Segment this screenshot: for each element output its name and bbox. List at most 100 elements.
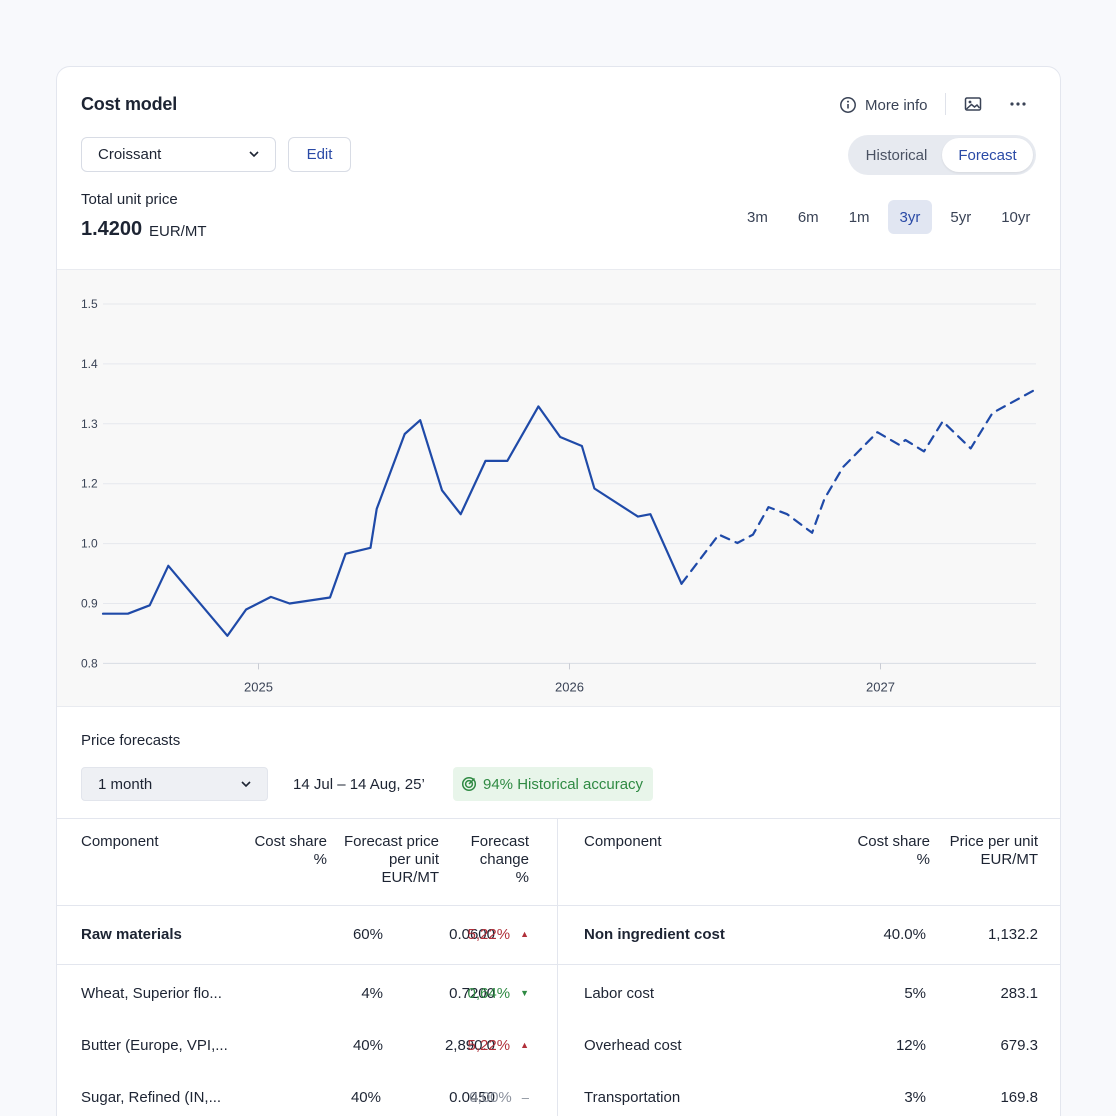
- y-tick-label: 1.4: [81, 357, 98, 371]
- header-forecast-price: Forecast price per unit EUR/MT: [344, 833, 439, 887]
- cell-price: 0.7200: [449, 985, 495, 1002]
- cell-share: 3%: [904, 1089, 926, 1106]
- trend-flat-icon: –: [521, 1090, 529, 1105]
- chevron-down-icon: [249, 151, 259, 158]
- header-component: Component: [584, 833, 662, 850]
- x-tick-label: 2026: [555, 679, 584, 694]
- trend-up-icon: ▲: [520, 929, 529, 939]
- cell-price: 0.0600: [449, 926, 495, 943]
- image-icon: [964, 97, 982, 111]
- more-options-button[interactable]: [1007, 93, 1029, 115]
- cell-share: 40%: [350, 1089, 381, 1106]
- header-price-per-unit: Price per unit EUR/MT: [950, 833, 1038, 869]
- y-tick-label: 1.2: [81, 477, 98, 491]
- table-row[interactable]: Raw materials 60% 0.0600 5,22% ▲: [57, 906, 557, 965]
- more-info-button[interactable]: More info: [839, 94, 928, 116]
- historical-series-line: [101, 405, 683, 637]
- header-cost-share: Cost share %: [254, 833, 327, 869]
- table-row[interactable]: Non ingredient cost 40.0% 1,132.2: [558, 906, 1060, 965]
- cell-component: Raw materials: [81, 926, 182, 943]
- tab-historical[interactable]: Historical: [865, 146, 928, 164]
- chevron-down-icon: [241, 781, 251, 788]
- accuracy-label: 94% Historical accuracy: [483, 775, 644, 793]
- total-unit-price-label: Total unit price: [81, 191, 178, 208]
- y-tick-label: 1.0: [81, 537, 98, 551]
- table-row[interactable]: Butter (Europe, VPI,... 40% 2,890.0 5,22…: [57, 1021, 557, 1073]
- header-forecast-change: Forecast change %: [471, 833, 529, 887]
- cell-price: 169.8: [1000, 1089, 1038, 1106]
- range-3m[interactable]: 3m: [747, 208, 768, 226]
- table-row[interactable]: Wheat, Superior flo... 4% 0.7200 0,64% ▼: [57, 969, 557, 1021]
- header-forecast-price-unit: EUR/MT: [381, 869, 440, 886]
- cell-component: Butter (Europe, VPI,...: [81, 1037, 228, 1054]
- cell-change-value: 0,00%: [469, 1089, 512, 1106]
- ellipsis-icon: [1010, 102, 1026, 106]
- y-tick-label: 0.9: [81, 597, 98, 611]
- header-forecast-change-line1: Forecast: [470, 833, 529, 850]
- cell-change: 0,64% ▼: [468, 985, 529, 1002]
- trend-up-icon: ▲: [520, 1040, 529, 1050]
- range-3yr[interactable]: 3yr: [887, 200, 933, 234]
- tables-divider: [57, 818, 1060, 819]
- table-vertical-divider: [557, 818, 558, 1116]
- cell-share: 12%: [895, 1037, 926, 1054]
- cell-price: 283.1: [1000, 985, 1038, 1002]
- price-chart: 1.5 1.4 1.3 1.2 1.0 0.9 0.8 2025 2026 2027: [57, 269, 1060, 707]
- ingredient-forecast-table: Component Cost share % Forecast price pe…: [57, 819, 557, 1116]
- table-header: Component Cost share % Forecast price pe…: [57, 819, 557, 906]
- price-forecasts-title: Price forecasts: [81, 732, 181, 749]
- header-cost-share-label: Cost share: [857, 833, 930, 850]
- header-forecast-change-line2: change: [479, 851, 529, 868]
- range-10yr[interactable]: 10yr: [1001, 208, 1031, 226]
- cell-component: Wheat, Superior flo...: [81, 985, 222, 1002]
- cell-change: 5,22% ▲: [468, 1037, 529, 1054]
- tab-forecast[interactable]: Forecast: [942, 138, 1033, 172]
- cell-share: 40%: [352, 1037, 383, 1054]
- more-info-label: More info: [865, 96, 928, 114]
- cell-share: 40.0%: [883, 926, 926, 943]
- period-select[interactable]: 1 month: [81, 767, 268, 801]
- cell-share: 4%: [361, 985, 383, 1002]
- accuracy-badge: 94% Historical accuracy: [453, 767, 654, 801]
- cost-model-card: Cost model More info Croissant Edit Hist…: [56, 66, 1061, 1116]
- cell-price: 1,132.2: [987, 926, 1038, 943]
- table-row[interactable]: Labor cost 5% 283.1: [558, 969, 1060, 1021]
- table-row[interactable]: Sugar, Refined (IN,... 40% 0.0450 0,00% –: [57, 1073, 557, 1116]
- range-selector: 3m 6m 1m 3yr 5yr 10yr: [735, 200, 1042, 234]
- table-header: Component Cost share % Price per unit EU…: [558, 819, 1060, 906]
- target-icon: [461, 776, 477, 792]
- cell-share: 5%: [904, 985, 926, 1002]
- total-unit-price-unit: EUR/MT: [149, 223, 207, 240]
- cell-change: 0,00% –: [469, 1089, 529, 1106]
- cell-price: 0.0450: [449, 1089, 495, 1106]
- table-row[interactable]: Transportation 3% 169.8: [558, 1073, 1060, 1116]
- cell-price: 679.3: [1000, 1037, 1038, 1054]
- table-row[interactable]: Overhead cost 12% 679.3: [558, 1021, 1060, 1073]
- header-forecast-price-line1: Forecast price: [343, 833, 439, 850]
- header-cost-share-unit: %: [916, 851, 930, 868]
- period-select-value: 1 month: [98, 775, 153, 793]
- header-cost-share-unit: %: [313, 851, 327, 868]
- header-cost-share-label: Cost share: [254, 833, 327, 850]
- header-forecast-change-unit: %: [515, 869, 529, 886]
- trend-down-icon: ▼: [520, 988, 529, 998]
- edit-button[interactable]: Edit: [288, 137, 351, 172]
- cell-share: 60%: [352, 926, 383, 943]
- range-1m[interactable]: 1m: [848, 208, 870, 226]
- cell-component: Non ingredient cost: [584, 926, 725, 943]
- y-tick-label: 0.8: [81, 656, 98, 670]
- image-export-button[interactable]: [962, 93, 984, 115]
- range-6m[interactable]: 6m: [797, 208, 819, 226]
- total-unit-price-value: 1.4200: [81, 218, 143, 240]
- cell-component: Sugar, Refined (IN,...: [81, 1089, 222, 1106]
- forecast-date-range: 14 Jul – 14 Aug, 25’: [293, 776, 425, 793]
- cell-component: Labor cost: [584, 985, 655, 1002]
- x-tick-label: 2025: [244, 679, 273, 694]
- divider: [945, 93, 946, 115]
- range-5yr[interactable]: 5yr: [950, 208, 972, 226]
- cell-price: 2,890.0: [444, 1037, 495, 1054]
- header-forecast-price-line2: per unit: [388, 851, 439, 868]
- cell-change-value: 0,64%: [467, 985, 511, 1002]
- header-price-unit: EUR/MT: [980, 851, 1039, 868]
- product-select[interactable]: Croissant: [81, 137, 276, 172]
